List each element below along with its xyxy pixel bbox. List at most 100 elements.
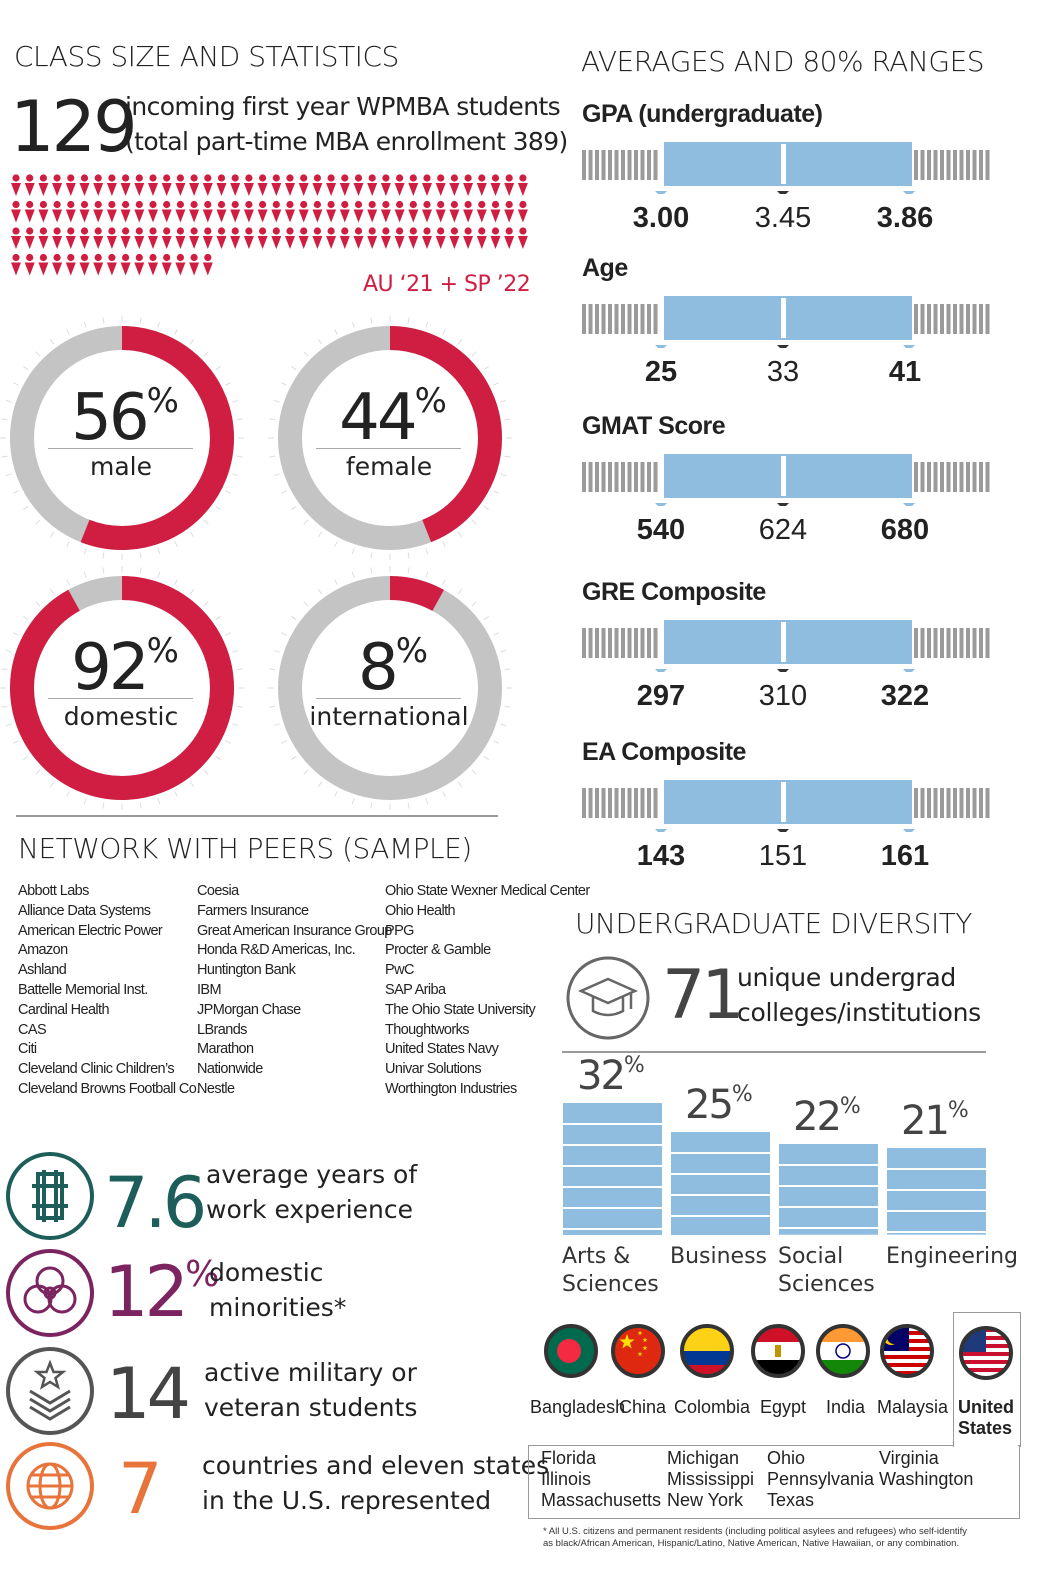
donut-tick — [203, 351, 209, 357]
range-average-marker — [781, 622, 786, 662]
range-stripe — [972, 150, 977, 180]
range-stripe — [940, 462, 944, 492]
donut-chart-international — [268, 566, 512, 810]
range-item: EA Composite 143 151 161 — [580, 738, 1000, 878]
bar-stripe — [563, 1123, 662, 1125]
donut-tick — [493, 632, 499, 636]
diversity-count: 71 — [662, 956, 745, 1035]
company-name: Great American Insurance Group — [197, 922, 392, 939]
person-icon — [216, 227, 227, 249]
person-icon — [298, 200, 309, 223]
range-stripe — [966, 462, 970, 492]
person-icon — [408, 227, 419, 249]
person-icon — [367, 174, 378, 196]
donut-tick — [483, 615, 489, 621]
range-high: 161 — [880, 840, 930, 872]
person-icon — [65, 253, 76, 276]
range-stripe — [946, 462, 951, 492]
minorities-icon — [6, 1249, 94, 1337]
donut-tick — [102, 552, 105, 559]
range-stripe — [608, 304, 612, 334]
person-icon — [65, 227, 76, 249]
range-average-pointer — [777, 669, 789, 672]
bar-percent: 22% — [793, 1094, 861, 1141]
range-average-pointer — [777, 345, 789, 348]
donut-tick — [203, 601, 209, 607]
donut-tick — [281, 740, 287, 744]
donut-tick — [281, 632, 287, 636]
bar-label-line1: Social — [778, 1244, 844, 1269]
range-stripe — [595, 628, 599, 658]
range-stripe — [940, 304, 944, 334]
donut-tick — [232, 649, 239, 653]
range-stripe — [647, 304, 651, 334]
section-divider — [16, 815, 498, 817]
bar-stripe — [563, 1207, 662, 1209]
company-name: United States Navy — [385, 1041, 499, 1058]
person-icon — [216, 174, 227, 196]
donut-tick — [215, 755, 221, 761]
range-fill — [664, 142, 912, 186]
person-icon — [312, 200, 323, 223]
donut-tick — [370, 802, 373, 809]
person-icon — [202, 174, 213, 196]
person-icon — [79, 174, 90, 196]
bar-stripe — [779, 1206, 878, 1209]
bar-label-line1: Business — [670, 1244, 768, 1269]
person-icon — [490, 174, 501, 196]
person-icon — [339, 227, 350, 249]
person-icon — [38, 200, 49, 223]
donut-tick — [13, 490, 19, 494]
person-icon — [517, 200, 528, 223]
person-icon — [476, 227, 487, 249]
donut-tick — [303, 351, 309, 357]
range-high-pointer — [903, 345, 915, 348]
person-icon — [339, 200, 350, 223]
bar-label-line1: Engineering — [886, 1244, 1018, 1269]
donut-tick — [457, 531, 463, 537]
person-icon — [148, 200, 158, 223]
range-stripe — [647, 628, 651, 658]
person-icon — [285, 200, 295, 223]
person-icon — [230, 227, 241, 249]
person-icon — [517, 174, 528, 196]
range-stripe — [914, 304, 918, 334]
person-icon — [189, 253, 200, 276]
range-item: GPA (undergraduate) 3.00 3.45 3.86 — [580, 100, 1000, 240]
stat-value: 7.6 — [104, 1162, 207, 1244]
company-name: Procter & Gamble — [385, 942, 491, 959]
range-stripe — [959, 150, 964, 180]
person-icon — [435, 200, 446, 223]
donut-tick — [49, 531, 55, 537]
donut-percent: 56% — [71, 381, 179, 455]
range-stripe — [985, 788, 990, 818]
range-stripe — [979, 788, 983, 818]
range-stripe — [634, 628, 638, 658]
donut-tick — [334, 329, 338, 335]
donut-tick — [174, 791, 178, 797]
donut-tick — [232, 399, 239, 403]
company-name: Ohio State Wexner Medical Center — [385, 883, 590, 899]
range-stripe — [946, 788, 951, 818]
donut-female: 44% female — [268, 316, 528, 576]
person-icon — [271, 200, 282, 223]
donut-tick — [303, 601, 309, 607]
range-average: 151 — [758, 840, 808, 872]
range-low: 25 — [644, 356, 678, 388]
bar-stripe — [563, 1165, 662, 1167]
range-fill — [664, 620, 912, 664]
company-name: LBrands — [197, 1021, 247, 1038]
range-stripe — [621, 788, 625, 818]
donut-tick — [317, 339, 323, 345]
person-icon — [175, 227, 186, 249]
range-stripe — [920, 628, 925, 658]
range-stripe — [933, 788, 938, 818]
range-stripe — [972, 462, 977, 492]
range-bar — [582, 142, 990, 194]
divider — [48, 698, 193, 699]
person-icon — [93, 200, 104, 223]
range-stripe — [979, 462, 983, 492]
range-stripe — [608, 150, 612, 180]
bar-fill — [779, 1144, 878, 1235]
person-icon — [65, 174, 76, 196]
